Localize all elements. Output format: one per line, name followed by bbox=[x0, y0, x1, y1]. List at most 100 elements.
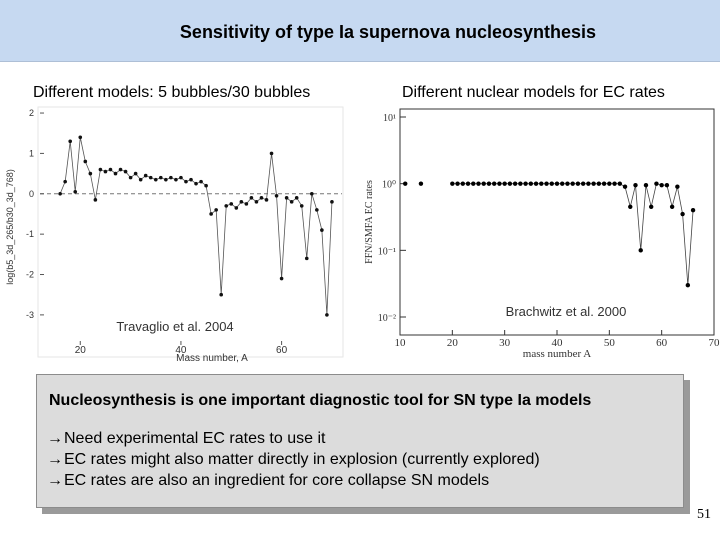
left-data-point bbox=[103, 169, 108, 174]
left-data-point bbox=[133, 171, 138, 176]
right-data-point bbox=[633, 182, 638, 188]
title-bar: Sensitivity of type Ia supernova nucleos… bbox=[0, 0, 720, 62]
right-data-point bbox=[476, 181, 481, 186]
left-data-point bbox=[239, 200, 244, 204]
left-data-point bbox=[73, 189, 78, 194]
right-y-tick-label: 10⁻² bbox=[378, 313, 396, 324]
left-y-tick-label: -3 bbox=[26, 310, 34, 320]
right-data-point bbox=[554, 181, 560, 186]
left-data-point bbox=[244, 202, 249, 206]
left-data-point bbox=[315, 208, 319, 212]
right-data-point bbox=[418, 181, 424, 186]
left-data-point bbox=[68, 139, 72, 144]
left-data-point bbox=[214, 208, 218, 212]
left-data-point bbox=[209, 212, 213, 216]
page-number: 51 bbox=[697, 507, 711, 522]
right-data-point bbox=[486, 181, 492, 186]
right-x-axis-label: mass number A bbox=[523, 348, 591, 360]
right-data-point bbox=[612, 181, 617, 186]
left-data-point bbox=[153, 177, 158, 182]
left-y-tick-label: 1 bbox=[29, 148, 34, 158]
left-data-point bbox=[320, 228, 324, 232]
summary-bullet: →EC rates are also an ingredient for cor… bbox=[47, 472, 490, 489]
left-data-point bbox=[93, 198, 98, 202]
right-y-tick-label: 10⁰ bbox=[382, 180, 396, 191]
right-data-point bbox=[471, 181, 476, 186]
left-x-tick-label: 20 bbox=[75, 345, 87, 356]
left-data-point bbox=[58, 191, 62, 196]
right-data-point bbox=[659, 182, 664, 188]
left-data-point bbox=[330, 200, 334, 204]
right-data-point bbox=[607, 181, 612, 186]
left-data-point bbox=[63, 179, 67, 184]
left-data-point bbox=[279, 276, 284, 281]
left-data-point bbox=[274, 193, 279, 198]
right-data-point bbox=[570, 181, 575, 186]
left-data-point bbox=[224, 204, 229, 208]
right-data-point bbox=[669, 204, 675, 209]
left-data-point bbox=[83, 159, 88, 164]
right-x-tick-label: 60 bbox=[656, 337, 668, 349]
right-data-point bbox=[643, 182, 649, 188]
arrow-right-icon: → bbox=[47, 451, 63, 468]
right-data-point bbox=[649, 204, 654, 209]
right-y-tick-label: 10⁻¹ bbox=[378, 246, 396, 257]
left-data-point bbox=[254, 200, 259, 204]
left-data-point bbox=[113, 171, 118, 176]
right-x-tick-label: 50 bbox=[604, 337, 616, 349]
left-data-point bbox=[143, 173, 148, 178]
left-x-axis-label: Mass number, A bbox=[176, 353, 248, 364]
left-data-point bbox=[219, 292, 223, 297]
left-data-point bbox=[174, 177, 178, 182]
right-data-point bbox=[455, 181, 460, 186]
right-data-point bbox=[654, 181, 659, 186]
right-x-tick-label: 40 bbox=[552, 337, 564, 349]
right-data-point bbox=[523, 181, 528, 186]
right-data-point bbox=[528, 181, 534, 186]
left-data-point bbox=[169, 175, 173, 180]
left-chart: 2 1 0 -1 -2 -3 20 40 60 log(b5_3d_265/b30_3d_76… bbox=[5, 106, 344, 364]
left-data-point bbox=[98, 167, 103, 172]
left-data-point bbox=[189, 177, 193, 182]
left-data-point bbox=[199, 179, 203, 184]
left-data-point bbox=[234, 206, 239, 210]
arrow-right-icon: → bbox=[47, 472, 63, 489]
left-data-point bbox=[108, 167, 113, 172]
right-y-tick-label: 10¹ bbox=[383, 113, 396, 124]
left-data-point bbox=[179, 175, 183, 180]
right-data-point bbox=[512, 181, 518, 186]
right-data-point bbox=[465, 181, 471, 186]
summary-bullet: →Need experimental EC rates to use it bbox=[47, 430, 326, 447]
right-plot-frame bbox=[399, 108, 715, 336]
summary-bullet: →EC rates might also matter directly in … bbox=[47, 451, 540, 468]
right-data-point bbox=[675, 184, 680, 189]
left-data-point bbox=[304, 256, 309, 261]
left-data-point bbox=[159, 175, 163, 180]
left-data-point bbox=[325, 313, 329, 317]
left-y-tick-label: 0 bbox=[29, 189, 34, 199]
right-data-point bbox=[622, 184, 628, 189]
left-data-point bbox=[299, 204, 304, 208]
right-data-point bbox=[591, 181, 596, 186]
left-data-point bbox=[138, 177, 143, 182]
right-chart: 10¹ 10⁰ 10⁻¹ 10⁻² 10 20 30 40 50 60 70 FFN/SMFA E… bbox=[364, 108, 720, 360]
left-data-point bbox=[123, 169, 128, 174]
right-data-point bbox=[601, 181, 607, 186]
left-y-axis-label: log(b5_3d_265/b30_3d_768) bbox=[5, 169, 15, 285]
right-data-point bbox=[664, 182, 670, 188]
right-data-point bbox=[460, 181, 465, 186]
right-data-point bbox=[544, 181, 549, 186]
right-data-point bbox=[560, 181, 565, 186]
left-x-tick-label: 60 bbox=[276, 345, 288, 356]
left-data-point bbox=[88, 171, 93, 176]
left-data-point bbox=[284, 196, 289, 200]
right-data-point bbox=[580, 181, 586, 186]
right-data-point bbox=[450, 181, 455, 186]
right-data-point bbox=[539, 181, 544, 186]
right-y-axis-label: FFN/SMFA EC rates bbox=[364, 180, 375, 264]
left-y-tick-label: -2 bbox=[26, 270, 34, 280]
right-data-point bbox=[586, 181, 591, 186]
right-data-point bbox=[680, 211, 685, 217]
left-data-point bbox=[118, 167, 123, 172]
left-data-point bbox=[269, 151, 274, 156]
